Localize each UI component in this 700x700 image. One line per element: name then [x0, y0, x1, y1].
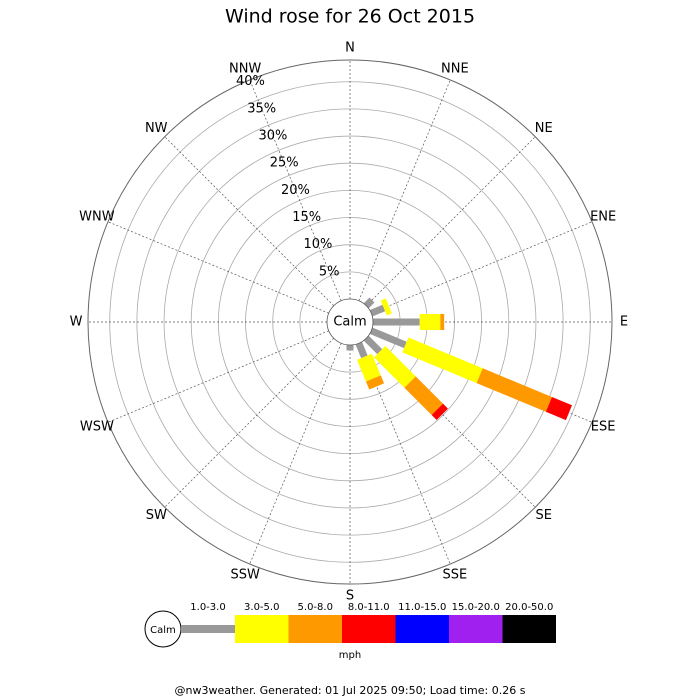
legend-swatch — [395, 615, 449, 643]
direction-label: N — [345, 41, 355, 56]
legend-swatch — [502, 615, 556, 643]
wind-bar — [404, 376, 443, 415]
wind-bar — [374, 346, 416, 388]
wind-bar — [431, 403, 448, 420]
direction-label: WSW — [80, 419, 114, 434]
wind-bar — [357, 353, 381, 382]
direction-label: NW — [145, 121, 168, 136]
legend-label: 20.0-50.0 — [505, 602, 553, 613]
direction-label: S — [346, 589, 354, 604]
r-tick-label: 5% — [319, 264, 340, 279]
legend-swatch — [449, 615, 503, 643]
legend-label: 3.0-5.0 — [244, 602, 279, 613]
wind-bar — [346, 345, 354, 351]
spoke — [366, 136, 536, 306]
wind-bar — [373, 318, 420, 326]
legend-label: 1.0-3.0 — [190, 602, 225, 613]
direction-label: NNW — [229, 61, 261, 76]
legend-swatch — [288, 615, 342, 643]
wind-bar — [380, 298, 392, 316]
wind-bar — [363, 335, 383, 355]
r-tick-label: 15% — [292, 210, 321, 225]
calm-label: Calm — [333, 315, 366, 330]
wind-bar — [476, 368, 552, 412]
legend-calm-label: Calm — [150, 625, 176, 636]
spoke — [164, 338, 334, 508]
grid-ring — [136, 108, 564, 536]
wind-bar — [402, 337, 483, 384]
direction-label: NE — [535, 121, 553, 136]
legend-swatch — [181, 625, 235, 633]
legend-label: 8.0-11.0 — [348, 602, 390, 613]
legend-swatch — [342, 615, 396, 643]
direction-label: SSE — [442, 568, 467, 583]
legend-label: 5.0-8.0 — [298, 602, 333, 613]
wind-bar — [419, 314, 441, 330]
wind-bar — [369, 304, 386, 317]
direction-label: E — [620, 315, 628, 330]
grid-ring — [190, 162, 510, 482]
wind-bar — [440, 314, 445, 330]
direction-label: WNW — [79, 210, 115, 225]
r-tick-label: 25% — [270, 156, 299, 171]
r-tick-label: 10% — [304, 237, 333, 252]
wind-bar — [545, 396, 573, 421]
wind-bar — [365, 375, 385, 390]
grid-ring — [163, 135, 537, 509]
chart-title: Wind rose for 26 Oct 2015 — [225, 6, 475, 28]
direction-label: W — [70, 315, 83, 330]
r-tick-label: 20% — [281, 183, 310, 198]
r-tick-label: 30% — [259, 129, 288, 144]
wind-bar — [355, 341, 368, 359]
legend-unit: mph — [339, 650, 361, 661]
footer: @nw3weather. Generated: 01 Jul 2025 09:5… — [175, 684, 526, 697]
wind-bar — [369, 327, 407, 349]
direction-label: SE — [536, 508, 552, 523]
legend-label: 11.0-15.0 — [398, 602, 446, 613]
outer-ring — [87, 59, 613, 585]
r-tick-label: 40% — [236, 74, 265, 89]
calm-circle — [326, 298, 374, 346]
legend-swatch — [235, 615, 289, 643]
direction-label: SSW — [230, 568, 260, 583]
direction-label: ESE — [591, 419, 616, 434]
direction-label: ENE — [590, 210, 616, 225]
r-tick-label: 35% — [247, 101, 276, 116]
direction-label: NNE — [441, 61, 469, 76]
direction-label: SW — [146, 508, 167, 523]
legend-label: 15.0-20.0 — [452, 602, 500, 613]
